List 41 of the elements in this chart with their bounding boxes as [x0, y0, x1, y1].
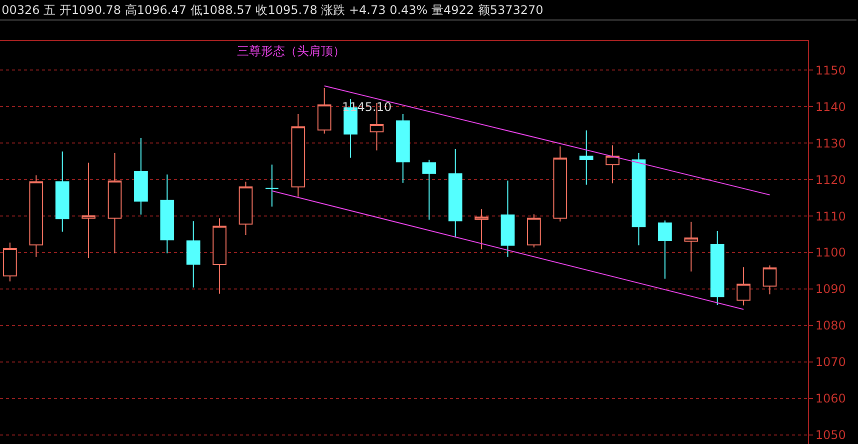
y-tick-label: 1110	[815, 209, 846, 224]
candlestick	[527, 214, 541, 248]
candlestick	[55, 151, 70, 232]
candlestick	[736, 266, 750, 306]
candlestick	[160, 174, 174, 254]
y-tick-label: 1100	[815, 246, 846, 260]
candlestick	[29, 174, 44, 258]
candlestick	[134, 138, 148, 216]
candlestick	[762, 264, 777, 295]
candlestick	[632, 152, 646, 246]
y-tick-label: 1130	[815, 136, 846, 150]
candlestick	[422, 159, 436, 220]
candlestick	[658, 220, 672, 280]
y-tick-label: 1150	[815, 63, 846, 78]
y-tick-label: 1140	[815, 100, 846, 114]
y-tick-label: 1070	[815, 355, 846, 370]
candlestick	[553, 146, 568, 222]
candlestick	[108, 152, 122, 254]
y-tick-label: 1080	[815, 318, 846, 333]
y-tick-label: 1120	[815, 172, 846, 187]
candlestick	[3, 242, 17, 282]
y-tick-label: 1060	[815, 392, 846, 406]
candlestick	[710, 230, 724, 306]
candlestick	[265, 164, 279, 208]
candlestick	[291, 113, 306, 198]
y-tick-label: 1050	[815, 428, 846, 442]
y-tick-label: 1090	[815, 282, 846, 296]
chart-title: 00326 五 开1090.78 高1096.47 低1088.57 收1095.78 涨跌 +4.73 0.43% 量4922 额5373270	[2, 3, 544, 18]
candlestick	[212, 218, 226, 294]
candlestick	[474, 208, 488, 250]
annotation: 三尊形态（头肩顶）	[237, 44, 345, 58]
candlestick	[684, 221, 698, 272]
candlestick	[579, 130, 594, 186]
candlestick	[396, 113, 410, 184]
candlestick	[238, 181, 253, 236]
candlestick	[606, 144, 620, 184]
candlestick	[500, 180, 515, 258]
candlestick	[186, 220, 200, 288]
candlestick	[317, 88, 332, 134]
candlestick	[82, 162, 96, 258]
candlestick	[448, 148, 462, 238]
